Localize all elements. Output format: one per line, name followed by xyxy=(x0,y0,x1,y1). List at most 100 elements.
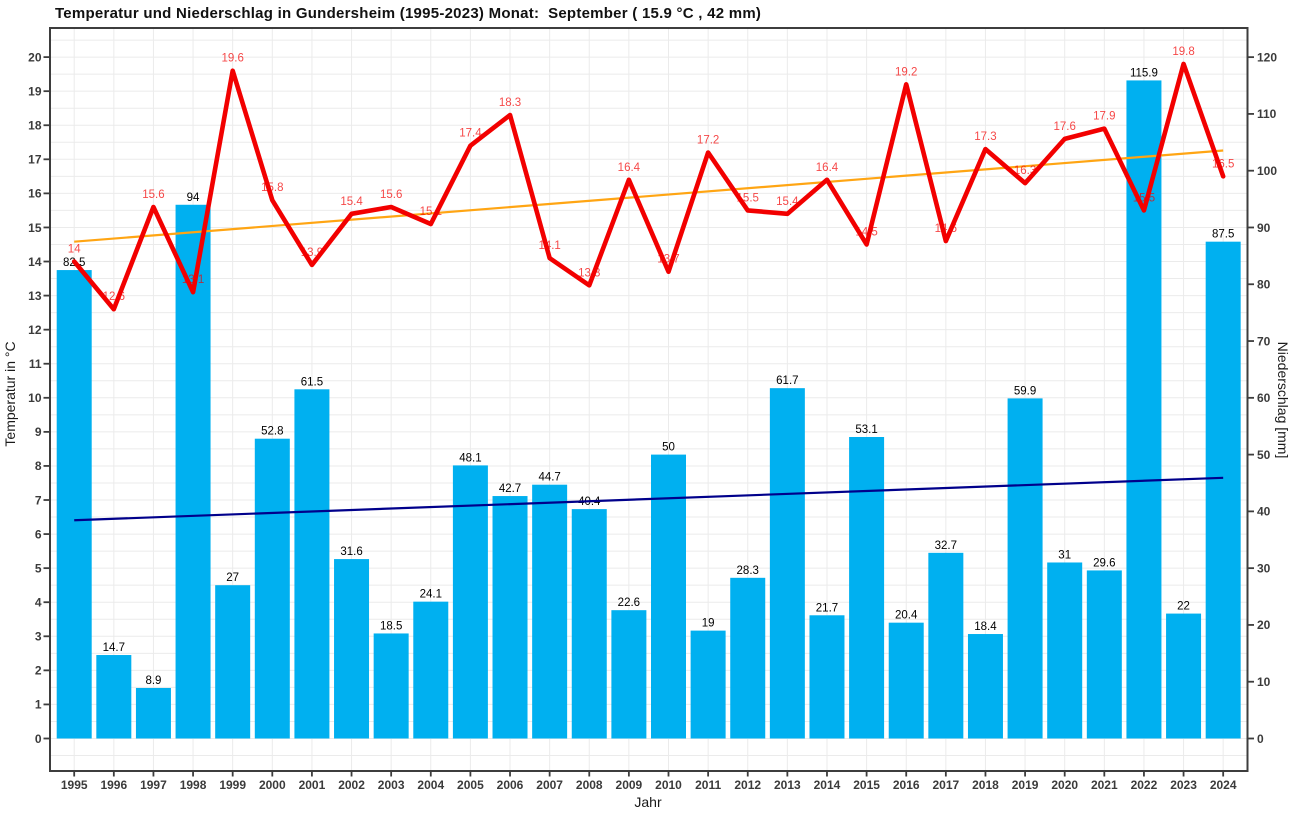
precipitation-bar xyxy=(532,484,568,739)
x-tick-label: 1997 xyxy=(140,778,167,792)
precipitation-bars xyxy=(56,80,1241,739)
precipitation-bar xyxy=(1205,241,1241,739)
right-tick-label: 60 xyxy=(1257,391,1271,405)
x-tick-label: 2000 xyxy=(259,778,286,792)
precipitation-bar xyxy=(888,622,924,739)
precipitation-bar-label: 44.7 xyxy=(538,472,560,484)
precipitation-bar xyxy=(1007,398,1043,739)
left-tick-label: 4 xyxy=(35,596,42,610)
left-tick-label: 8 xyxy=(35,459,42,473)
x-tick-label: 2023 xyxy=(1170,778,1197,792)
x-tick-label: 2011 xyxy=(695,778,721,792)
right-tick-labels: 0 10 20 30 40 50 60 70 80 90 100 110 120 xyxy=(1257,50,1277,745)
left-tick-label: 17 xyxy=(28,153,42,167)
x-tick-label: 2005 xyxy=(457,778,484,792)
precipitation-bar-label: 53.1 xyxy=(855,424,877,436)
precipitation-bar-label: 31 xyxy=(1058,549,1071,561)
x-tick-label: 2007 xyxy=(536,778,563,792)
temperature-label: 19.6 xyxy=(221,53,243,65)
right-tick-label: 0 xyxy=(1257,732,1264,746)
temperature-label: 17.6 xyxy=(1054,121,1076,133)
precipitation-bar-label: 59.9 xyxy=(1014,385,1036,397)
precipitation-bar xyxy=(849,436,885,739)
left-tick-label: 0 xyxy=(35,732,42,746)
temperature-line xyxy=(71,61,1226,312)
temperature-label: 16.4 xyxy=(816,162,839,174)
precipitation-bar xyxy=(1047,562,1083,739)
left-tick-label: 9 xyxy=(35,425,42,439)
precipitation-bar xyxy=(334,559,370,739)
right-tick-label: 70 xyxy=(1257,334,1271,348)
temperature-label: 19.8 xyxy=(1172,46,1194,58)
precipitation-bar xyxy=(730,577,766,739)
x-tick-label: 2013 xyxy=(774,778,801,792)
precipitation-bar xyxy=(294,389,330,739)
precipitation-bar xyxy=(452,465,488,739)
right-tick-label: 120 xyxy=(1257,50,1277,64)
precipitation-bar-label: 22.6 xyxy=(618,597,640,609)
precipitation-bar-label: 61.5 xyxy=(301,376,323,388)
temperature-label: 17.3 xyxy=(974,131,996,143)
right-tick-label: 30 xyxy=(1257,561,1271,575)
x-tick-label: 2024 xyxy=(1210,778,1237,792)
precipitation-bar xyxy=(1086,570,1122,739)
left-tick-label: 19 xyxy=(28,84,42,98)
temperature-label: 17.2 xyxy=(697,134,719,146)
left-tick-label: 2 xyxy=(35,664,42,678)
left-tick-label: 16 xyxy=(28,187,42,201)
x-tick-label: 2018 xyxy=(972,778,999,792)
right-tick-label: 40 xyxy=(1257,505,1271,519)
right-tick-label: 50 xyxy=(1257,448,1271,462)
precipitation-bar-label: 8.9 xyxy=(145,675,161,687)
precipitation-bar xyxy=(135,687,171,739)
x-tick-label: 2002 xyxy=(338,778,365,792)
x-tick-label: 2006 xyxy=(497,778,524,792)
x-tick-label: 2008 xyxy=(576,778,603,792)
precipitation-bar xyxy=(651,454,686,739)
precipitation-bar xyxy=(809,615,845,739)
temperature-label: 17.4 xyxy=(459,128,482,140)
temperature-label: 18.3 xyxy=(499,97,521,109)
x-tick-label: 2001 xyxy=(299,778,326,792)
y-axis-title-left: Temperatur in °C xyxy=(2,341,18,446)
precipitation-bar xyxy=(373,633,409,739)
temperature-label: 17.9 xyxy=(1093,111,1115,123)
temperature-label: 14 xyxy=(68,244,81,256)
precipitation-bar-label: 87.5 xyxy=(1212,229,1234,241)
x-tick-label: 2020 xyxy=(1051,778,1078,792)
left-tick-label: 11 xyxy=(29,357,42,371)
precipitation-bar xyxy=(254,438,290,739)
left-tick-label: 3 xyxy=(35,630,42,644)
precipitation-bar-label: 24.1 xyxy=(420,589,442,601)
precipitation-bar xyxy=(690,630,726,739)
precipitation-bar xyxy=(492,496,528,739)
precipitation-bar xyxy=(1126,80,1162,739)
x-tick-label: 2004 xyxy=(417,778,444,792)
chart-title: Temperatur und Niederschlag in Gundershe… xyxy=(55,5,761,22)
precipitation-bar xyxy=(571,509,607,739)
right-tick-label: 20 xyxy=(1257,618,1271,632)
precipitation-bar-label: 18.5 xyxy=(380,620,402,632)
precipitation-bar-label: 20.4 xyxy=(895,610,918,622)
precipitation-bar xyxy=(928,552,964,739)
precipitation-bar-label: 48.1 xyxy=(459,452,481,464)
y-axis-title-right: Niederschlag [mm] xyxy=(1275,342,1291,459)
precipitation-bar-label: 21.7 xyxy=(816,602,838,614)
precipitation-bar-label: 29.6 xyxy=(1093,557,1115,569)
right-tick-label: 100 xyxy=(1257,164,1277,178)
left-tick-label: 20 xyxy=(28,50,42,64)
left-tick-label: 13 xyxy=(28,289,42,303)
temperature-label: 15.6 xyxy=(380,189,402,201)
right-tick-label: 90 xyxy=(1257,221,1271,235)
temperature-label: 16.4 xyxy=(618,162,641,174)
left-tick-label: 1 xyxy=(35,698,42,712)
precipitation-bar xyxy=(215,585,251,739)
x-tick-label: 2019 xyxy=(1012,778,1039,792)
precipitation-bar-label: 42.7 xyxy=(499,483,521,495)
precipitation-bar-label: 94 xyxy=(187,192,200,204)
precipitation-bar-label: 14.7 xyxy=(103,642,125,654)
x-tick-label: 2016 xyxy=(893,778,920,792)
right-tick-label: 10 xyxy=(1257,675,1271,689)
precipitation-bar-label: 31.6 xyxy=(340,546,362,558)
